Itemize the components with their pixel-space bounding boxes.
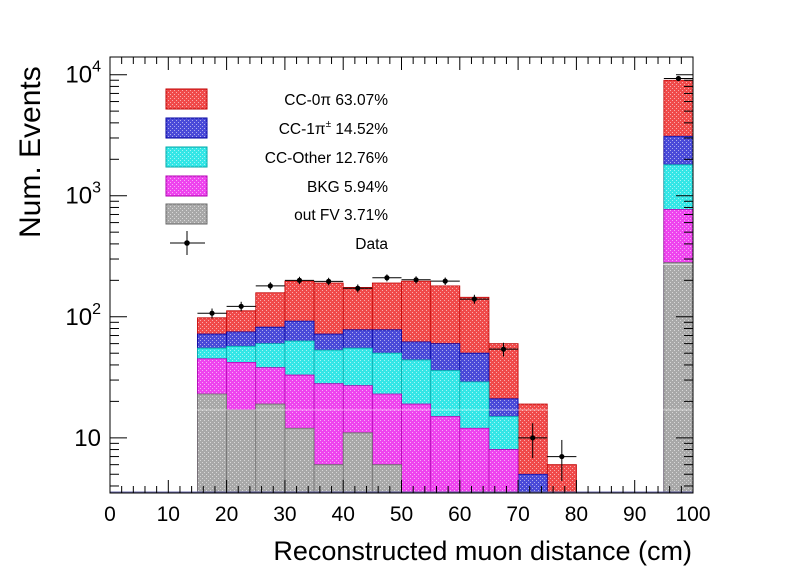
- legend-label-CC-0pi: CC-0π 63.07%: [284, 92, 388, 109]
- data-point-7: [401, 276, 431, 284]
- y-tick-label-1000: 103: [65, 180, 101, 210]
- x-tick-label-100: 100: [675, 503, 710, 526]
- x-tick-label-10: 10: [157, 503, 180, 526]
- data-point-0: [197, 308, 227, 319]
- x-tick-label-20: 20: [215, 503, 238, 526]
- legend-label-outFV: out FV 3.71%: [294, 207, 388, 224]
- hidden-gridlines: [110, 264, 693, 411]
- data-point-10: [488, 342, 519, 357]
- data-point-1: [226, 301, 256, 312]
- legend-swatch-BKG: [165, 175, 208, 197]
- legend-entry-BKG: BKG 5.94%: [165, 175, 388, 197]
- legend-entry-CC-Other: CC-Other 12.76%: [165, 146, 388, 168]
- legend-swatch-CC-0pi: [165, 88, 208, 110]
- outline-BKG: [197, 209, 694, 493]
- legend-label-CC-Other: CC-Other 12.76%: [265, 150, 388, 167]
- data-point-2: [255, 282, 285, 290]
- bar-outFV-bin-20: [226, 409, 256, 493]
- legend-swatch-outFV: [165, 203, 208, 225]
- legend-entry-outFV: out FV 3.71%: [165, 203, 388, 225]
- bar-outFV-bin-95: [663, 262, 693, 493]
- legend-swatch-CC-Other: [165, 146, 208, 168]
- bar-outFV-bin-25: [255, 404, 285, 493]
- legend-swatch-CC-1pi: [165, 117, 208, 139]
- legend-entry-CC-0pi: CC-0π 63.07%: [165, 88, 388, 110]
- data-point-9: [459, 294, 489, 304]
- bar-BKG-bin-60: [459, 428, 489, 493]
- bar-outFV-bin-30: [284, 428, 315, 493]
- bar-CC-1pi-bin-70: [518, 474, 548, 493]
- data-point-13: [663, 75, 693, 82]
- x-tick-label-40: 40: [332, 503, 355, 526]
- bar-BKG-bin-50: [401, 404, 431, 493]
- data-point-5: [343, 284, 373, 293]
- y-tick-label-10: 10: [74, 425, 101, 452]
- outline-CC-Other: [197, 164, 694, 493]
- x-tick-label-90: 90: [623, 503, 646, 526]
- x-axis-label: Reconstructed muon distance (cm): [273, 536, 692, 566]
- data-point-12: [547, 439, 577, 481]
- bar-BKG-bin-55: [430, 416, 460, 493]
- legend-label-Data: Data: [355, 236, 388, 253]
- x-axis: 0 10 20 30 40 50 60 70 80 90 100: [104, 57, 711, 526]
- y-axis: 10 102 103 104: [65, 59, 693, 487]
- legend-entry-CC-1pi: CC-1π± 14.52%: [165, 117, 388, 139]
- bar-BKG-bin-65: [488, 449, 519, 493]
- legend-label-CC-1pi: CC-1π± 14.52%: [279, 119, 388, 138]
- bar-outFV-bin-40: [343, 432, 373, 493]
- x-tick-label-70: 70: [506, 503, 529, 526]
- y-axis-label: Num. Events: [14, 66, 47, 238]
- x-tick-label-80: 80: [565, 503, 588, 526]
- x-tick-label-60: 60: [448, 503, 471, 526]
- outline-CC-1pi: [197, 135, 694, 493]
- data-point-4: [314, 277, 344, 286]
- bar-outFV-bin-45: [372, 464, 402, 493]
- data-point-3: [284, 276, 315, 285]
- legend: CC-0π 63.07% CC-1π± 14.52% CC-Other 12.76%…: [165, 88, 388, 255]
- stacked-bars: [110, 79, 694, 494]
- x-tick-label-30: 30: [273, 503, 296, 526]
- legend-entry-Data: Data: [170, 231, 388, 255]
- y-tick-label-10000: 104: [65, 59, 101, 89]
- legend-label-BKG: BKG 5.94%: [307, 179, 388, 196]
- x-tick-label-50: 50: [390, 503, 413, 526]
- data-point-11: [518, 423, 548, 459]
- data-point-6: [372, 274, 402, 282]
- bar-outFV-bin-35: [314, 464, 344, 493]
- data-point-8: [430, 277, 460, 286]
- data-points: [197, 75, 693, 481]
- x-tick-label-0: 0: [104, 503, 116, 526]
- y-tick-label-100: 102: [65, 301, 101, 331]
- bar-outFV-bin-15: [197, 394, 227, 493]
